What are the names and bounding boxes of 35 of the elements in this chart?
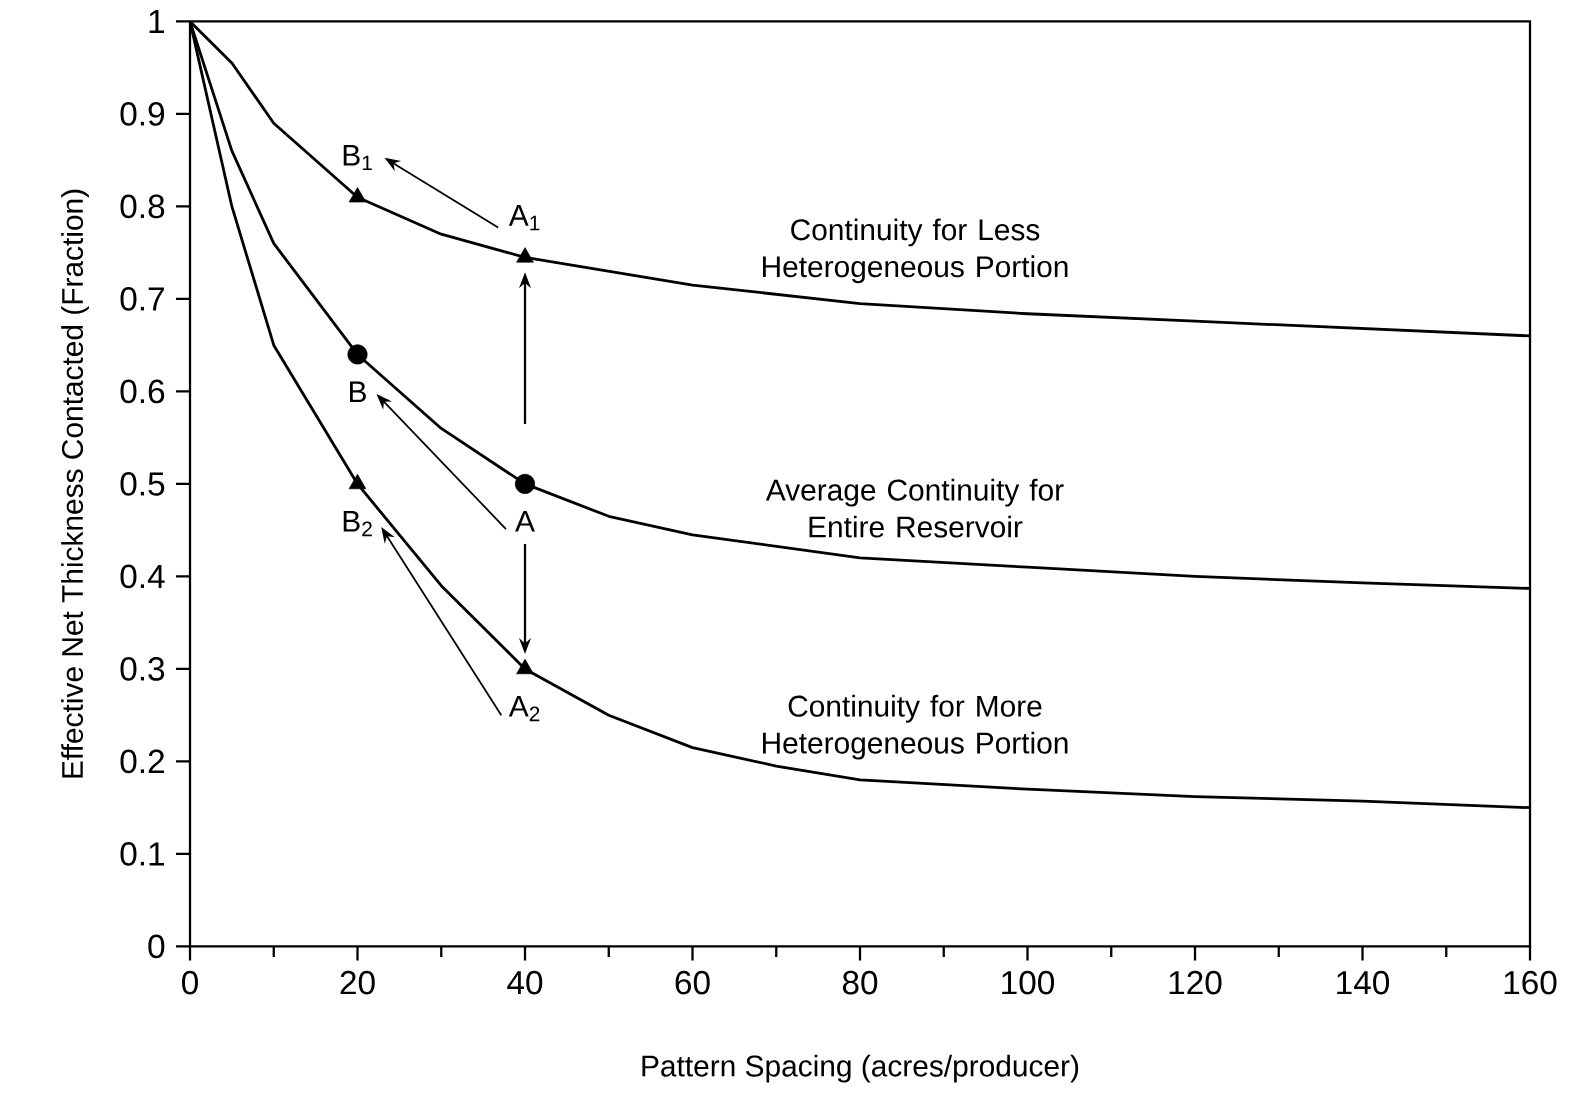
y-tick-label: 0.6 (120, 379, 165, 404)
series-label: Continuity for Less Heterogeneous Portion (763, 218, 1068, 283)
y-tick-label: 0.3 (120, 656, 165, 681)
point (516, 247, 534, 263)
x-tick-label: 20 (340, 970, 375, 995)
series-label: Continuity for More Heterogeneous Portion (763, 694, 1068, 760)
annotation: A$_{2}$ (508, 695, 540, 721)
x-axis-title: Pattern Spacing (acres/producer) (642, 1054, 1079, 1083)
y-tick-label: 0.2 (120, 749, 164, 774)
annotation: B (350, 381, 366, 402)
x-tick-label: 100 (1002, 970, 1055, 995)
y-tick-label: 0.9 (120, 101, 165, 126)
y-axis-title: Effective Net Thickness Contacted (Fraction) (61, 189, 89, 778)
x-tick-label: 140 (1337, 970, 1390, 995)
annotation: B$_{1}$ (343, 144, 372, 170)
annotation: A$_{1}$ (508, 204, 540, 230)
x-tick-label: 160 (1504, 970, 1557, 995)
y-tick-label: 0.5 (120, 471, 165, 496)
x-tick-label: 80 (842, 970, 878, 995)
series-label: Average Continuity for Entire Reservoir (765, 478, 1064, 538)
y-tick-label: 0.1 (120, 841, 164, 866)
y-tick-label: 0.8 (120, 194, 165, 219)
y-tick-label: 0.7 (120, 286, 164, 311)
x-tick-label: 120 (1169, 970, 1222, 995)
y-tick-label: 1 (149, 9, 164, 33)
y-tick-label: 0 (148, 934, 165, 959)
x-tick-label: 60 (675, 970, 710, 995)
x-tick-label: 0 (182, 970, 198, 995)
y-tick-label: 0.4 (120, 564, 165, 589)
annotation: B$_{2}$ (343, 510, 372, 536)
point (516, 658, 534, 674)
x-tick-label: 40 (507, 970, 543, 995)
point (348, 473, 367, 489)
annotation: A (515, 510, 535, 532)
point (348, 186, 367, 203)
